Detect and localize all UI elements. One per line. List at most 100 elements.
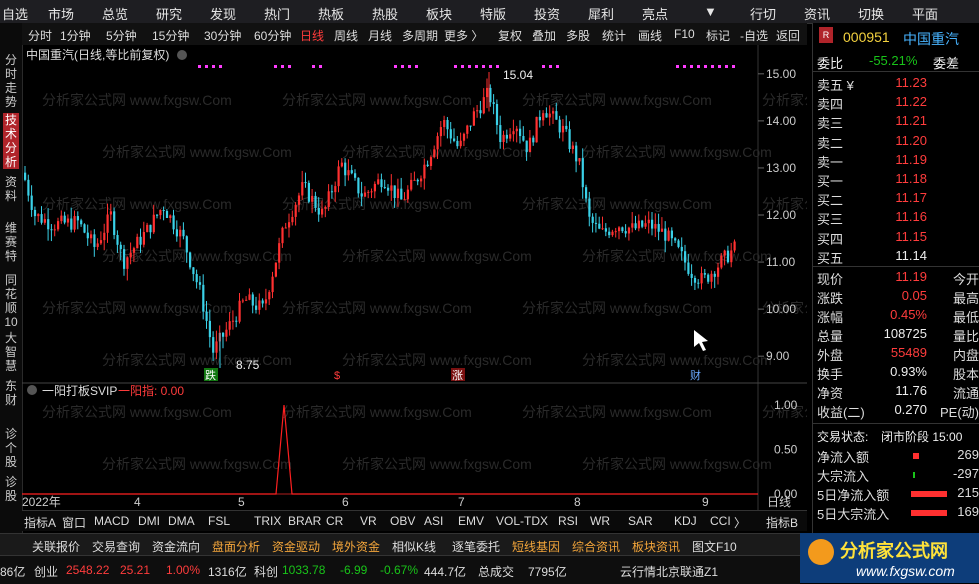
indicator-tab[interactable]: TRIX	[254, 514, 282, 528]
sidebar-item-tonghuashun[interactable]: 同花顺10	[4, 273, 18, 329]
menu-faxian[interactable]: 发现	[210, 7, 237, 22]
sidebar-item-dongcai[interactable]: 东财	[4, 379, 17, 407]
event-marker-zhang[interactable]: 涨	[452, 369, 463, 382]
tool-biaoji[interactable]: 标记	[706, 29, 731, 43]
indicator-tab[interactable]: RSI	[558, 514, 579, 528]
bottom-function-item[interactable]: 盘面分析	[212, 540, 261, 554]
tool-tongji[interactable]: 统计	[602, 29, 627, 43]
menu-teban[interactable]: 特版	[480, 7, 507, 22]
bottom-function-item[interactable]: 图文F10	[692, 540, 737, 554]
tool-fanhui[interactable]: 返回	[776, 29, 801, 43]
indicator-tab[interactable]: SAR	[628, 514, 653, 528]
event-marker-die[interactable]: 跌	[205, 368, 216, 382]
indicator-dropdown-icon[interactable]	[27, 385, 37, 395]
menu-bankuai[interactable]: 板块	[426, 7, 453, 22]
sidebar-item-jishu[interactable]: 技术分析	[3, 113, 19, 169]
indicator-tab[interactable]: VR	[360, 514, 377, 528]
menu-regu[interactable]: 热股	[372, 7, 399, 22]
bottom-function-item[interactable]: 相似K线	[392, 540, 437, 554]
indicator-tab[interactable]: CR	[326, 514, 344, 528]
tool-huaxian[interactable]: 画线	[638, 29, 663, 43]
sidebar-item-zhengu[interactable]: 诊股	[4, 475, 17, 503]
indicator-tab[interactable]: CCI	[710, 514, 731, 528]
tool-zixuan[interactable]: -自选	[740, 29, 768, 43]
tf-fenshi[interactable]: 分时	[28, 29, 53, 43]
indicator-tab[interactable]: OBV	[390, 514, 416, 528]
bottom-function-item[interactable]: 板块资讯	[632, 540, 681, 554]
menu-zonglan[interactable]: 总览	[102, 7, 129, 22]
indicator-tab[interactable]: ASI	[424, 514, 444, 528]
tool-diejia[interactable]: 叠加	[532, 29, 557, 43]
menu-shichang[interactable]: 市场	[48, 7, 75, 22]
indicator-tab[interactable]: 〉	[734, 516, 747, 530]
bottom-function-item[interactable]: 逐笔委托	[452, 540, 501, 554]
tf-multi[interactable]: 多周期	[402, 29, 439, 43]
tf-1min[interactable]: 1分钟	[60, 29, 91, 43]
bottom-function-item[interactable]: 关联报价	[32, 540, 81, 554]
orderbook-row[interactable]: 买五 11.14	[817, 248, 977, 267]
indicator-tab[interactable]: KDJ	[674, 514, 697, 528]
sidebar-item-zhengegu[interactable]: 诊个股	[4, 427, 17, 469]
bottom-function-item[interactable]: 综合资讯	[572, 540, 621, 554]
indicator-tab[interactable]: 指标B	[766, 516, 799, 530]
menu-reban[interactable]: 热板	[318, 7, 345, 22]
bottom-function-item[interactable]: 交易查询	[92, 540, 141, 554]
sidebar-item-weisaite[interactable]: 维赛特	[4, 221, 17, 263]
menu-zixun[interactable]: 资讯	[804, 7, 831, 22]
menu-zixuan[interactable]: 自选	[2, 7, 29, 22]
orderbook-row[interactable]: 卖二 11.20	[817, 133, 977, 152]
indicator-tab[interactable]: EMV	[458, 514, 485, 528]
tf-30min[interactable]: 30分钟	[204, 29, 242, 43]
indicator-name[interactable]: 一阳打板SVIP	[42, 384, 117, 398]
menu-remen[interactable]: 热门	[264, 7, 291, 22]
indicator-tab[interactable]: MACD	[94, 514, 130, 528]
bottom-function-item[interactable]: 资金驱动	[272, 540, 321, 554]
tf-60min[interactable]: 60分钟	[254, 29, 292, 43]
sidebar-item-dazhihui[interactable]: 大智慧	[4, 331, 17, 373]
bottom-function-item[interactable]: 境外资金	[332, 540, 381, 554]
bottom-function-item[interactable]: 短线基因	[512, 540, 561, 554]
orderbook-row[interactable]: 买三 11.16	[817, 209, 977, 228]
menu-yanjiu[interactable]: 研究	[156, 7, 183, 22]
orderbook-row[interactable]: 买四 11.15	[817, 229, 977, 248]
orderbook-row[interactable]: 卖三 11.21	[817, 113, 977, 132]
menu-touzi[interactable]: 投资	[534, 7, 561, 22]
tf-15min[interactable]: 15分钟	[152, 29, 190, 43]
menu-qiehuan[interactable]: 切换	[858, 7, 885, 22]
indicator-tab[interactable]: WR	[590, 514, 610, 528]
tf-daily[interactable]: 日线	[300, 29, 325, 43]
tf-more[interactable]: 更多 〉	[444, 29, 484, 43]
indicator-tab[interactable]: DMA	[168, 514, 195, 528]
chart-title-dropdown-icon[interactable]	[177, 50, 187, 60]
orderbook-row[interactable]: 买二 11.17	[817, 190, 977, 209]
sidebar-item-fenshi[interactable]: 分时走势	[4, 53, 17, 109]
orderbook-row[interactable]: 卖一 11.19	[817, 152, 977, 171]
menu-xili[interactable]: 犀利	[588, 7, 615, 22]
orderbook-row[interactable]: 卖五 ¥ 11.23	[817, 75, 977, 94]
indicator-tab[interactable]: 窗口	[62, 516, 87, 530]
tool-f10[interactable]: F10	[674, 27, 695, 41]
tool-duogu[interactable]: 多股	[566, 29, 591, 43]
bottom-function-item[interactable]: 资金流向	[152, 540, 201, 554]
indicator-tab[interactable]: FSL	[208, 514, 231, 528]
menu-liangdian[interactable]: 亮点	[642, 7, 669, 22]
menu-hangqie[interactable]: 行切	[750, 7, 777, 22]
menu-dropdown-icon[interactable]: ▼	[704, 4, 717, 19]
x-axis-label[interactable]: 日线	[767, 495, 791, 509]
orderbook-row[interactable]: 卖四 11.22	[817, 94, 977, 113]
orderbook-row[interactable]: 买一 11.18	[817, 171, 977, 190]
tool-fuquan[interactable]: 复权	[498, 29, 523, 43]
tf-monthly[interactable]: 月线	[368, 29, 393, 43]
indicator-tab[interactable]: BRAR	[288, 514, 322, 528]
event-marker-dollar[interactable]: $	[334, 370, 340, 382]
indicator-tab[interactable]: DMI	[138, 514, 160, 528]
indicator-tab[interactable]: VOL-TDX	[496, 514, 549, 528]
tf-weekly[interactable]: 周线	[334, 29, 359, 43]
indicator-tab[interactable]: 指标A	[24, 516, 57, 530]
kline-chart[interactable]: 分析家公式网 www.fxgsw.Com 分析家公式网 www.fxgsw.Com…	[22, 45, 807, 510]
stock-name[interactable]: 中国重汽	[903, 31, 959, 47]
menu-pingmian[interactable]: 平面	[912, 7, 939, 22]
sidebar-item-ziliao[interactable]: 资料	[4, 175, 17, 203]
tf-5min[interactable]: 5分钟	[106, 29, 137, 43]
event-marker-cai[interactable]: 财	[690, 368, 701, 382]
